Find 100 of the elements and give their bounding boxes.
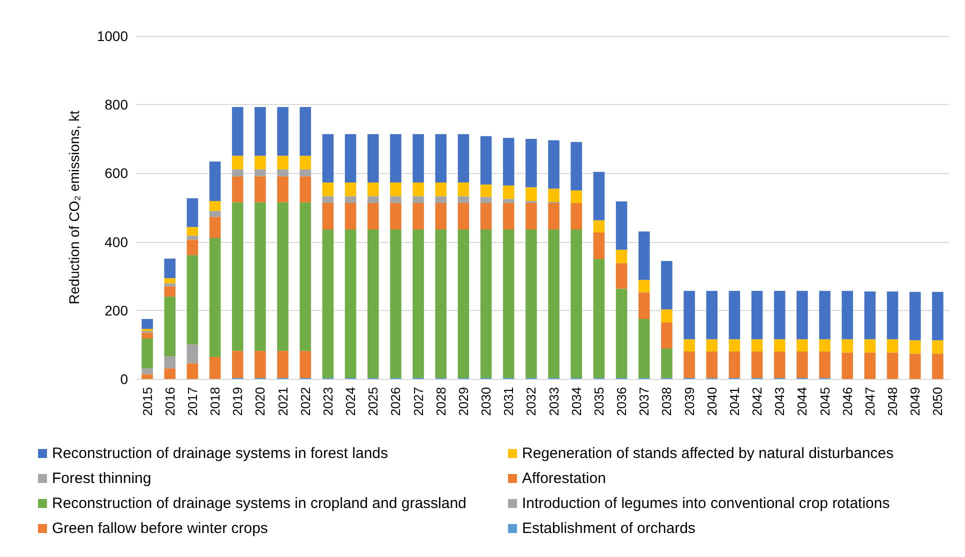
bar	[186, 198, 198, 228]
bar	[232, 350, 244, 378]
bar	[254, 156, 266, 170]
bar	[661, 261, 672, 310]
bar	[164, 278, 176, 284]
bar	[232, 176, 244, 202]
x-tick-label: 2042	[750, 387, 765, 416]
y-tick-label: 400	[104, 234, 128, 250]
bar	[864, 339, 876, 353]
bar	[886, 339, 898, 353]
y-tick-label: 600	[104, 165, 128, 182]
bar	[367, 196, 379, 204]
legend-label: Establishment of orchards	[522, 520, 696, 537]
bar	[458, 134, 470, 182]
bar	[458, 182, 470, 196]
x-tick-label: 2041	[726, 387, 742, 416]
x-tick-label: 2027	[410, 387, 426, 416]
bar	[277, 156, 288, 170]
bar	[412, 196, 424, 204]
bar	[570, 203, 582, 230]
bar	[774, 339, 786, 352]
bar	[458, 196, 470, 204]
x-tick-label: 2028	[433, 387, 448, 416]
x-tick-label: 2038	[659, 387, 674, 416]
legend-label: Forest thinning	[52, 470, 152, 487]
y-tick-label: 0	[120, 371, 128, 387]
bar	[570, 142, 582, 190]
bar	[164, 258, 176, 278]
bar	[526, 203, 537, 230]
bar	[277, 202, 288, 351]
x-tick-label: 2025	[366, 387, 381, 416]
bar	[390, 203, 402, 230]
bar	[435, 229, 447, 378]
x-tick-label: 2019	[230, 387, 246, 416]
bar	[886, 292, 898, 340]
bar	[142, 368, 153, 374]
x-tick-label: 2031	[501, 387, 516, 416]
bar	[232, 169, 244, 176]
x-tick-label: 2046	[840, 387, 855, 416]
x-tick-label: 2026	[388, 387, 404, 416]
bar	[796, 339, 808, 352]
bar	[502, 186, 514, 199]
bar	[412, 182, 424, 196]
x-tick-label: 2043	[772, 387, 788, 416]
bar	[458, 203, 470, 230]
bar	[638, 318, 650, 378]
bar	[412, 134, 424, 182]
bar	[142, 318, 153, 329]
bar	[480, 184, 492, 197]
bar	[344, 203, 356, 230]
bar	[706, 339, 718, 352]
bar	[480, 196, 492, 204]
bar	[570, 190, 582, 204]
bar	[300, 169, 312, 176]
x-tick-label: 2044	[794, 387, 810, 416]
bar	[164, 283, 176, 286]
bar	[751, 339, 763, 352]
bar	[164, 296, 176, 356]
bar	[909, 340, 921, 354]
x-tick-label: 2036	[614, 387, 630, 416]
bar	[164, 356, 176, 368]
bar	[300, 202, 312, 351]
bar	[661, 348, 672, 378]
bar	[142, 338, 153, 368]
bar	[344, 196, 356, 204]
bar	[819, 352, 830, 378]
bar	[932, 292, 944, 340]
x-tick-label: 2033	[546, 387, 562, 416]
bar	[728, 290, 740, 340]
bar	[548, 140, 560, 189]
x-tick-label: 2021	[275, 387, 290, 416]
bar	[164, 286, 176, 297]
bar	[367, 182, 379, 196]
bar	[796, 352, 808, 378]
x-tick-label: 2037	[636, 387, 652, 416]
bar	[638, 232, 650, 280]
bar	[344, 229, 356, 378]
bar	[390, 134, 402, 182]
x-tick-label: 2039	[682, 387, 697, 416]
legend-label: Afforestation	[522, 470, 606, 487]
bar	[593, 232, 605, 259]
bar	[774, 352, 786, 378]
bar	[435, 196, 447, 204]
x-tick-label: 2045	[817, 387, 832, 416]
x-tick-label: 2032	[524, 387, 539, 416]
bar	[593, 172, 605, 220]
bar	[254, 169, 266, 176]
bar	[209, 200, 221, 211]
bar	[774, 290, 786, 340]
bar	[909, 292, 921, 340]
bar	[570, 229, 582, 378]
x-tick-label: 2040	[704, 387, 720, 416]
legend-label: Reconstruction of drainage systems in forest lands	[52, 445, 388, 462]
bar	[254, 176, 266, 202]
bar	[638, 280, 650, 292]
bar	[164, 368, 176, 379]
bar	[751, 352, 763, 378]
bar	[322, 196, 334, 204]
bar	[186, 240, 198, 256]
bar	[638, 292, 650, 319]
